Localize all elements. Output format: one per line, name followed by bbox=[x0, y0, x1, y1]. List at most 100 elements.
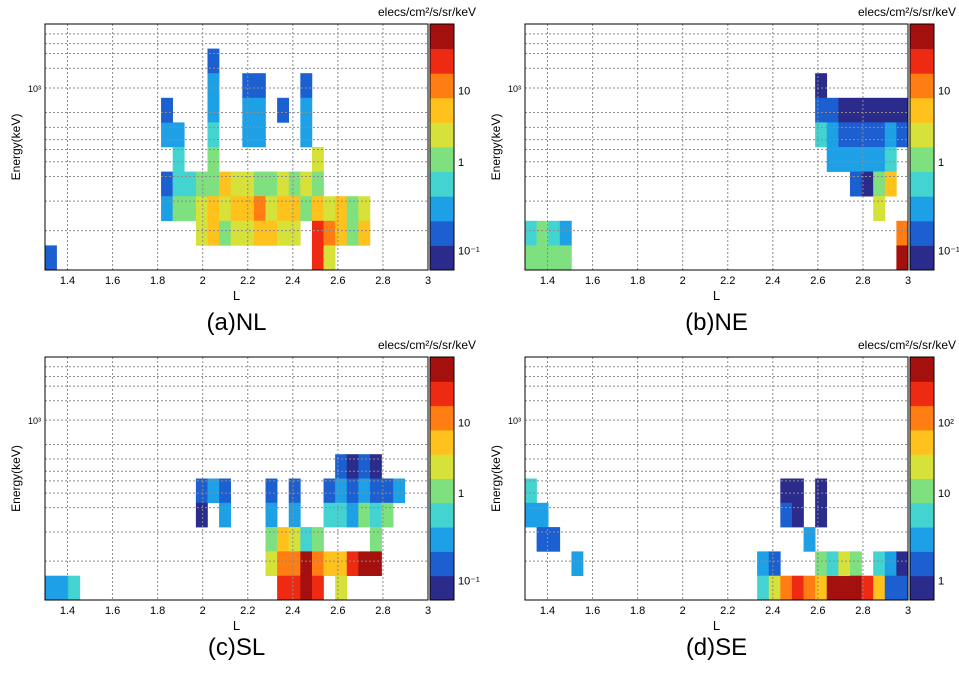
panel-2: 1.4 1.6 1.8 2 2.2 2.4 2.6 2.8 3 10³ Energy(keV) L 10… bbox=[9, 338, 480, 661]
heatmap-cell bbox=[265, 478, 278, 504]
heatmap-cell bbox=[548, 527, 561, 552]
heatmap-cell bbox=[311, 147, 324, 172]
x-tick-label: 2.6 bbox=[810, 275, 825, 287]
heatmap-cell bbox=[815, 97, 828, 123]
colorbar-segment bbox=[910, 196, 934, 222]
x-tick-label: 2.2 bbox=[240, 275, 255, 287]
colorbar-tick-label: 10⁻¹ bbox=[458, 245, 480, 257]
x-tick-label: 2 bbox=[680, 605, 686, 617]
heatmap-cell bbox=[207, 478, 220, 504]
heatmap-cell bbox=[265, 220, 278, 246]
heatmap-cell bbox=[369, 454, 382, 479]
x-tick-label: 2.6 bbox=[810, 605, 825, 617]
x-tick-label: 1.4 bbox=[540, 275, 555, 287]
heatmap-cell bbox=[300, 551, 313, 576]
heatmap-cell bbox=[265, 527, 278, 552]
colorbar-segment bbox=[430, 502, 454, 528]
heatmap-cell bbox=[548, 220, 561, 246]
heatmap-cell bbox=[826, 122, 839, 148]
heatmap-cell bbox=[536, 220, 549, 246]
heatmap-cell bbox=[381, 502, 394, 528]
heatmap-cell bbox=[896, 245, 909, 271]
panel-1: 1.4 1.6 1.8 2 2.2 2.4 2.6 2.8 3 10³ Energy(keV) L 10… bbox=[489, 5, 959, 336]
colorbar-tick-label: 10 bbox=[458, 418, 470, 430]
heatmap-cell bbox=[873, 97, 886, 123]
heatmap-cell bbox=[207, 196, 220, 222]
y-tick-label: 10³ bbox=[28, 416, 41, 426]
heatmap-cell bbox=[849, 171, 862, 197]
x-tick-label: 2.2 bbox=[720, 605, 735, 617]
heatmap-cell bbox=[757, 551, 770, 576]
heatmap-cell bbox=[288, 575, 301, 601]
heatmap-cell bbox=[335, 502, 348, 528]
plot-frame bbox=[524, 23, 909, 271]
heatmap-cell bbox=[838, 147, 851, 172]
heatmap-cell bbox=[265, 551, 278, 576]
colorbar-segment bbox=[910, 575, 934, 601]
colorbar-segment bbox=[910, 478, 934, 504]
heatmap-cell bbox=[207, 97, 220, 123]
heatmap-cell bbox=[323, 478, 336, 504]
colorbar-segment bbox=[910, 381, 934, 407]
colorbar-tick-label: 1 bbox=[938, 576, 944, 588]
heatmap-cell bbox=[791, 478, 804, 504]
x-axis-label: L bbox=[233, 288, 240, 303]
heatmap-cell bbox=[277, 575, 290, 601]
heatmap-cell bbox=[861, 575, 874, 601]
heatmap-cell bbox=[896, 97, 909, 123]
heatmap-cell bbox=[536, 245, 549, 271]
y-tick-label: 10³ bbox=[508, 416, 521, 426]
y-axis-label: Energy(keV) bbox=[489, 445, 503, 512]
heatmap-cell bbox=[288, 527, 301, 552]
heatmap-cell bbox=[277, 196, 290, 222]
heatmap-cell bbox=[323, 502, 336, 528]
heatmap-cell bbox=[277, 220, 290, 246]
x-tick-label: 2.4 bbox=[765, 275, 780, 287]
heatmap-cell bbox=[346, 551, 359, 576]
colorbar-segment bbox=[430, 454, 454, 479]
heatmap-cell bbox=[559, 220, 572, 246]
plot-frame bbox=[524, 356, 909, 601]
heatmap-cell bbox=[768, 575, 781, 601]
x-tick-label: 2 bbox=[200, 605, 206, 617]
plot-frame bbox=[44, 356, 429, 601]
heatmap-cell bbox=[323, 245, 336, 271]
x-axis-label: L bbox=[713, 288, 720, 303]
heatmap-cell bbox=[884, 171, 897, 197]
heatmap-cell bbox=[335, 575, 348, 601]
x-tick-label: 2.8 bbox=[375, 275, 390, 287]
heatmap-cell bbox=[768, 551, 781, 576]
panel-caption: (b)NE bbox=[685, 309, 748, 336]
heatmap-cell bbox=[230, 171, 243, 197]
heatmap-cell bbox=[335, 196, 348, 222]
heatmap-cell bbox=[265, 196, 278, 222]
plot-frame bbox=[44, 23, 429, 271]
colorbar-title: elecs/cm²/s/sr/keV bbox=[858, 338, 956, 352]
x-tick-label: 3 bbox=[905, 275, 911, 287]
heatmap-cell bbox=[172, 171, 185, 197]
heatmap-cell bbox=[838, 97, 851, 123]
heatmap-cell bbox=[873, 575, 886, 601]
heatmap-cell bbox=[884, 97, 897, 123]
x-tick-label: 1.6 bbox=[585, 605, 600, 617]
heatmap-cell bbox=[311, 245, 324, 271]
x-tick-label: 1.8 bbox=[630, 275, 645, 287]
heatmap-cell bbox=[861, 147, 874, 172]
heatmap-cell bbox=[861, 122, 874, 148]
colorbar-segment bbox=[430, 245, 454, 271]
x-tick-label: 2.4 bbox=[765, 605, 780, 617]
colorbar-title: elecs/cm²/s/sr/keV bbox=[378, 5, 476, 19]
heatmap-cell bbox=[861, 171, 874, 197]
colorbar-tick-label: 1 bbox=[458, 488, 464, 500]
heatmap-cell bbox=[161, 97, 173, 123]
heatmap-cell bbox=[815, 502, 828, 528]
heatmap-cell bbox=[207, 48, 220, 74]
heatmap-cell bbox=[277, 551, 290, 576]
x-tick-label: 2.2 bbox=[720, 275, 735, 287]
colorbar-segment bbox=[430, 575, 454, 601]
heatmap-cell bbox=[253, 196, 266, 222]
colorbar-segment bbox=[910, 171, 934, 197]
heatmap-cell bbox=[815, 575, 828, 601]
heatmap-cell bbox=[861, 97, 874, 123]
